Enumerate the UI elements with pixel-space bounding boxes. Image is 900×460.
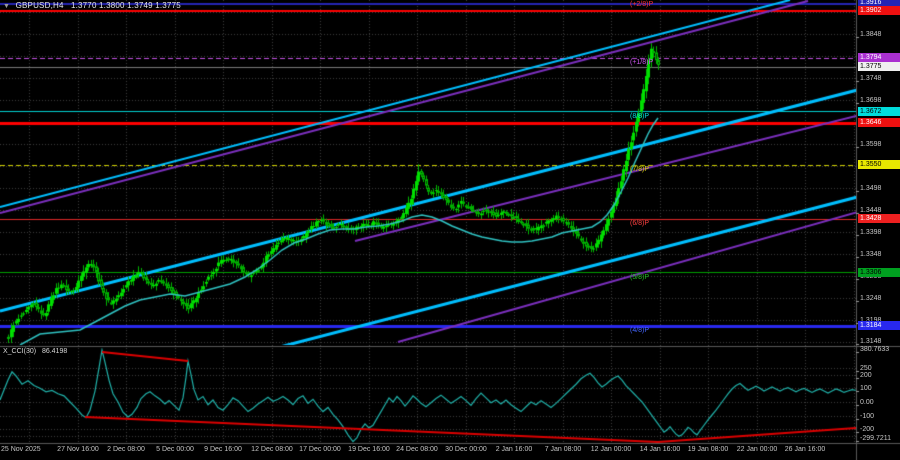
chart-canvas[interactable] <box>0 0 900 460</box>
trading-terminal-chart-window: ▼ GBPUSD,H4 1.3770 1.3800 1.3749 1.3775 … <box>0 0 900 460</box>
